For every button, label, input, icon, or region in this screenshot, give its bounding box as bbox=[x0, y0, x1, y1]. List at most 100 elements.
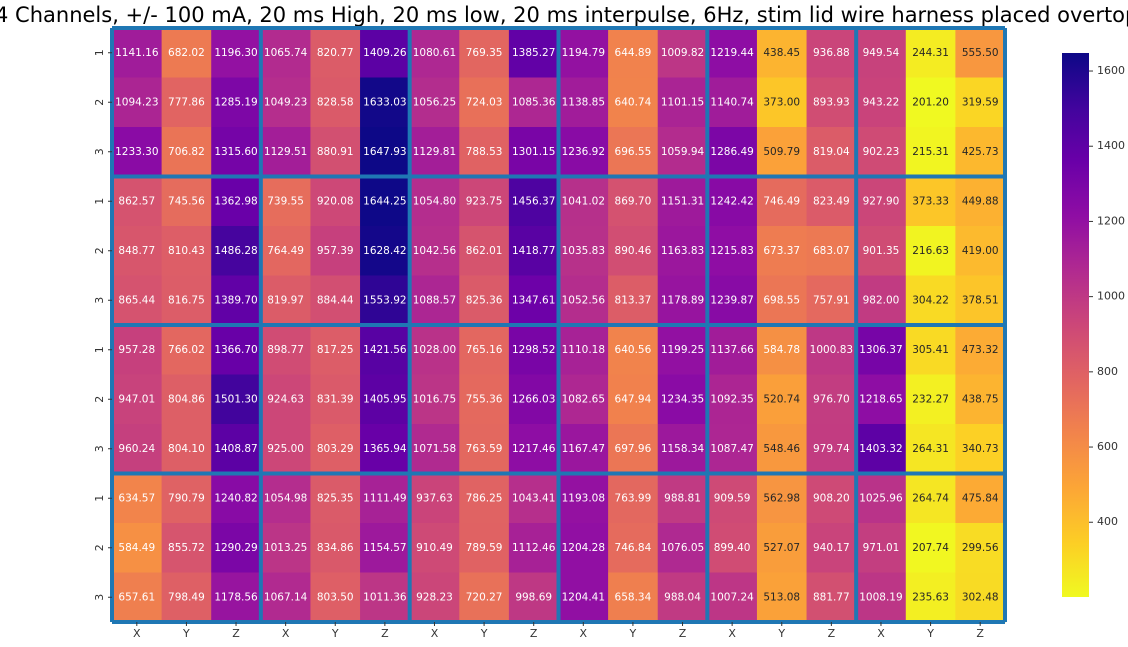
cell-label: 1456.37 bbox=[512, 195, 555, 207]
colorbar-tick-label: 600 bbox=[1097, 440, 1118, 453]
y-tick-label: 3 bbox=[93, 594, 106, 601]
cell-label: 696.55 bbox=[615, 146, 652, 158]
heatmap-cell bbox=[707, 374, 758, 425]
colorbar-tick-label: 1200 bbox=[1097, 214, 1125, 227]
cell-label: 777.86 bbox=[168, 96, 205, 108]
heatmap-cell bbox=[161, 523, 212, 573]
heatmap-cell bbox=[409, 374, 460, 425]
x-tick-label: X bbox=[133, 627, 141, 640]
heatmap-cell bbox=[260, 424, 311, 474]
heatmap-cell bbox=[955, 523, 1006, 573]
cell-label: 438.45 bbox=[763, 47, 800, 59]
cell-label: 647.94 bbox=[615, 393, 652, 405]
cell-label: 988.81 bbox=[664, 492, 701, 504]
cell-label: 766.02 bbox=[168, 344, 205, 356]
cell-label: 555.50 bbox=[962, 47, 999, 59]
heatmap-cell bbox=[161, 473, 212, 524]
x-tick-label: Z bbox=[381, 627, 389, 640]
x-tick-label: Y bbox=[331, 627, 339, 640]
cell-label: 1204.41 bbox=[562, 591, 605, 603]
heatmap-cell bbox=[856, 77, 907, 128]
cell-label: 1052.56 bbox=[562, 294, 606, 306]
heatmap-cell bbox=[409, 325, 460, 375]
cell-label: 1301.15 bbox=[512, 146, 555, 158]
cell-label: 1242.42 bbox=[710, 195, 753, 207]
heatmap-cell bbox=[707, 523, 758, 573]
heatmap-cell bbox=[955, 176, 1006, 227]
heatmap-cell bbox=[310, 77, 361, 128]
cell-label: 848.77 bbox=[118, 245, 155, 257]
cell-label: 745.56 bbox=[168, 195, 205, 207]
heatmap-cell bbox=[756, 325, 808, 375]
heatmap-cell bbox=[955, 473, 1006, 524]
cell-label: 658.34 bbox=[615, 591, 652, 603]
cell-label: 201.20 bbox=[912, 96, 949, 108]
cell-label: 1409.26 bbox=[363, 47, 407, 59]
heatmap-cell bbox=[310, 28, 361, 78]
cell-label: 923.75 bbox=[466, 195, 503, 207]
heatmap-cell bbox=[409, 176, 460, 227]
x-tick-label: Z bbox=[679, 627, 687, 640]
cell-label: 825.35 bbox=[317, 492, 354, 504]
cell-label: 378.51 bbox=[962, 294, 999, 306]
heatmap-cell bbox=[211, 77, 262, 128]
heatmap-cell bbox=[806, 28, 857, 78]
cell-label: 1016.75 bbox=[413, 393, 456, 405]
x-tick-label: Z bbox=[976, 627, 984, 640]
heatmap-cell bbox=[806, 176, 857, 227]
cell-label: 1217.46 bbox=[512, 443, 556, 455]
cell-label: 1193.08 bbox=[562, 492, 605, 504]
cell-label: 936.88 bbox=[813, 47, 850, 59]
cell-label: 473.32 bbox=[962, 344, 999, 356]
cell-label: 1266.03 bbox=[512, 393, 555, 405]
heatmap-cell bbox=[707, 127, 758, 177]
heatmap-cell bbox=[508, 28, 559, 78]
heatmap-cell bbox=[508, 325, 559, 375]
cell-label: 937.63 bbox=[416, 492, 453, 504]
heatmap-cell bbox=[657, 226, 708, 276]
heatmap-cell bbox=[707, 325, 758, 375]
cell-label: 982.00 bbox=[863, 294, 900, 306]
heatmap-cell bbox=[558, 572, 609, 623]
heatmap-cell bbox=[260, 127, 311, 177]
cell-label: 1080.61 bbox=[413, 47, 456, 59]
heatmap-cell bbox=[558, 275, 609, 326]
cell-label: 976.70 bbox=[813, 393, 850, 405]
heatmap-cell bbox=[608, 77, 659, 128]
heatmap-cell bbox=[558, 424, 609, 474]
cell-label: 925.00 bbox=[267, 443, 304, 455]
cell-label: 902.23 bbox=[863, 146, 900, 158]
cell-label: 763.59 bbox=[466, 443, 503, 455]
cell-label: 1486.28 bbox=[214, 245, 257, 257]
heatmap-cell bbox=[211, 176, 262, 227]
cell-label: 1362.98 bbox=[214, 195, 257, 207]
y-tick-label: 3 bbox=[93, 148, 106, 155]
cell-label: 1234.35 bbox=[661, 393, 704, 405]
heatmap-cell bbox=[360, 424, 411, 474]
heatmap-cell bbox=[905, 77, 956, 128]
heatmap-cell bbox=[459, 325, 510, 375]
colorbar-tick-label: 1600 bbox=[1097, 64, 1125, 77]
cell-label: 1218.65 bbox=[859, 393, 902, 405]
cell-label: 1167.47 bbox=[562, 443, 605, 455]
heatmap-cell bbox=[211, 523, 262, 573]
heatmap-cell bbox=[161, 424, 212, 474]
heatmap-cell bbox=[112, 523, 163, 573]
cell-label: 823.49 bbox=[813, 195, 850, 207]
heatmap-cell bbox=[260, 325, 311, 375]
x-tick-label: Y bbox=[629, 627, 637, 640]
heatmap-cell bbox=[161, 127, 212, 177]
heatmap-cell bbox=[806, 473, 857, 524]
heatmap-cell bbox=[657, 473, 708, 524]
heatmap-cell bbox=[905, 176, 956, 227]
cell-label: 816.75 bbox=[168, 294, 205, 306]
heatmap-cell bbox=[657, 127, 708, 177]
cell-label: 798.49 bbox=[168, 591, 205, 603]
cell-label: 1194.79 bbox=[562, 47, 605, 59]
heatmap-cell bbox=[310, 325, 361, 375]
heatmap-cell bbox=[657, 77, 708, 128]
y-tick-label: 1 bbox=[93, 198, 106, 205]
heatmap-cell bbox=[905, 523, 956, 573]
